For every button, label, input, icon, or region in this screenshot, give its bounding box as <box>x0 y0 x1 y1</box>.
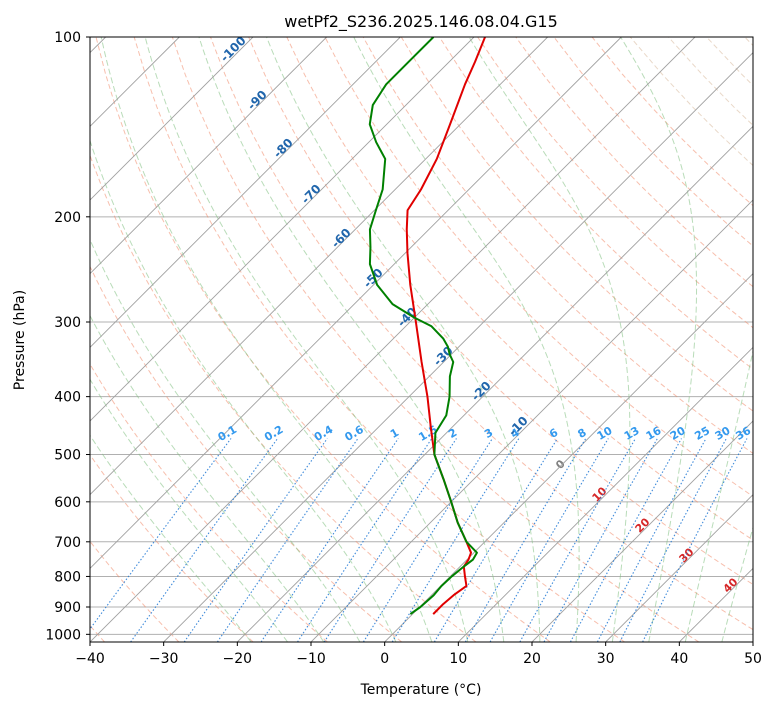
y-axis-label: Pressure (hPa) <box>12 290 28 390</box>
moist-adiabat <box>353 37 580 642</box>
x-tick-label: −30 <box>149 651 179 667</box>
dry-adiabat <box>171 37 700 642</box>
mixing-ratio-line <box>543 438 658 642</box>
isotherm-line <box>90 37 475 422</box>
isotherm-line <box>90 37 254 201</box>
mixing-ratio-line <box>362 438 493 642</box>
x-tick-label: −20 <box>223 651 253 667</box>
dry-adiabat <box>90 453 254 642</box>
mixing-ratio-line <box>216 438 359 642</box>
isotherm-line <box>237 125 753 642</box>
mixing-ratio-line <box>464 438 587 642</box>
mixing-ratio-line <box>489 438 609 642</box>
y-tick-label: 600 <box>54 495 81 511</box>
y-tick-label: 200 <box>54 210 81 226</box>
isotherm-line <box>90 37 548 496</box>
dry-adiabat <box>90 363 328 642</box>
temperature-line <box>405 37 486 615</box>
isotherm-line <box>90 37 327 275</box>
isotherm-line <box>163 52 753 642</box>
y-tick-label: 1000 <box>45 627 81 643</box>
x-tick-label: 50 <box>744 651 762 667</box>
x-axis-ticks: −40 −30 −20 −10 0 10 20 30 40 50 <box>75 642 762 667</box>
moist-adiabat <box>90 238 361 642</box>
x-axis-label: Temperature (°C) <box>360 682 482 698</box>
moist-adiabat <box>90 434 252 642</box>
isotherm-line <box>605 494 753 642</box>
dry-adiabat <box>439 37 753 370</box>
x-tick-label: −10 <box>296 651 326 667</box>
isotherm-line <box>310 199 753 642</box>
y-tick-label: 400 <box>54 390 81 406</box>
moist-adiabat <box>198 37 505 642</box>
dry-adiabat <box>95 37 551 642</box>
isotherm-line <box>90 37 401 348</box>
mixing-ratio-lines <box>90 438 748 642</box>
x-tick-label: 0 <box>380 651 389 667</box>
dry-adiabat <box>515 37 753 288</box>
mixing-ratio-line <box>433 438 558 642</box>
moist-adiabat <box>144 37 469 642</box>
moist-adiabat <box>468 37 631 642</box>
mixing-ratio-line <box>297 438 433 642</box>
mixing-ratio-line <box>519 438 636 642</box>
y-tick-label: 700 <box>54 535 81 551</box>
x-tick-label: 40 <box>670 651 688 667</box>
mixing-ratio-line <box>619 438 727 642</box>
dry-adiabat <box>286 37 753 541</box>
moist-adiabat <box>90 378 288 642</box>
mixing-ratio-line <box>90 438 232 630</box>
mixing-ratio-line <box>260 438 399 642</box>
mixing-ratio-line <box>323 438 457 642</box>
y-tick-label: 900 <box>54 600 81 616</box>
dry-adiabat <box>324 37 753 498</box>
moist-adiabats <box>90 37 753 642</box>
x-tick-label: −40 <box>75 651 105 667</box>
moist-adiabat <box>100 37 433 642</box>
moist-adiabat <box>90 139 397 642</box>
dry-adiabat <box>133 37 625 642</box>
plot-frame <box>89 36 754 643</box>
dry-adiabat <box>400 37 753 412</box>
y-tick-label: 800 <box>54 569 81 585</box>
dry-adiabat <box>210 37 753 631</box>
y-tick-label: 500 <box>54 448 81 464</box>
y-tick-label: 100 <box>54 30 81 46</box>
dry-adiabat <box>248 37 753 586</box>
dry-adiabat <box>90 540 180 642</box>
moist-adiabat <box>266 37 541 642</box>
moist-adiabat <box>620 37 698 642</box>
x-tick-label: 30 <box>597 651 615 667</box>
x-tick-label: 20 <box>523 651 541 667</box>
dry-adiabat <box>90 153 477 642</box>
mixing-ratio-line <box>391 438 520 642</box>
isotherm-line <box>531 420 753 642</box>
isotherms <box>90 37 753 642</box>
isotherm-line <box>458 346 753 642</box>
y-axis-ticks: 100 200 300 400 500 600 700 800 900 1000 <box>45 30 90 643</box>
sounding-traces <box>368 37 486 615</box>
chart-title: wetPf2_S236.2025.146.08.04.G15 <box>284 12 558 32</box>
y-tick-label: 300 <box>54 315 81 331</box>
isotherm-line <box>90 37 696 642</box>
isotherm-line <box>90 37 622 569</box>
mixing-ratio-line <box>130 438 279 642</box>
isotherm-line <box>384 273 753 642</box>
dry-adiabat <box>362 37 753 455</box>
x-tick-label: 10 <box>449 651 467 667</box>
mixing-ratio-line <box>642 438 748 642</box>
mixing-ratio-label: 36 <box>733 424 753 443</box>
dewpoint-line <box>368 37 478 615</box>
